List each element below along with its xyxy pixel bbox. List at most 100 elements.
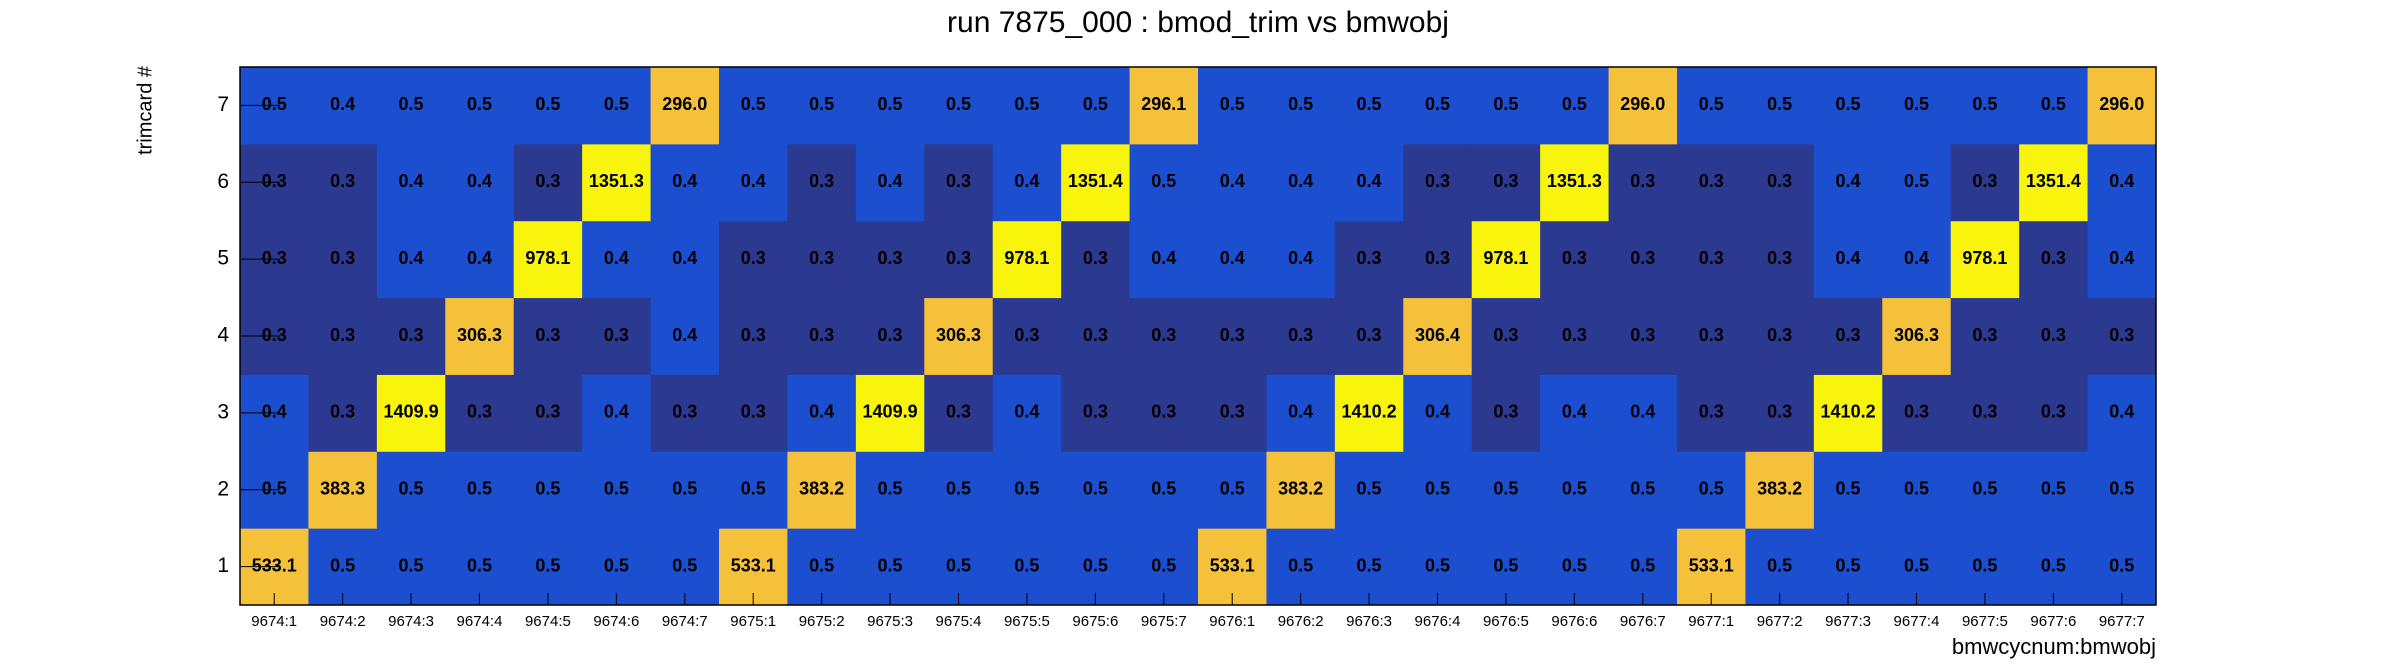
cell: [1471, 528, 1541, 606]
cell: [513, 67, 583, 145]
cell: [1198, 297, 1267, 375]
cell: [1061, 451, 1131, 529]
cell: [1745, 374, 1815, 452]
cell-label: 0.4: [2109, 248, 2134, 268]
cell-label: 0.5: [535, 478, 560, 498]
cell: [376, 143, 446, 222]
cell-label: 0.4: [672, 248, 697, 268]
cell-label: 0.5: [2041, 478, 2066, 498]
cell: [2087, 528, 2157, 606]
cell-label: 0.3: [1562, 248, 1587, 268]
cell-label: 383.2: [799, 478, 844, 498]
cell: [1403, 528, 1473, 606]
cell-label: 0.4: [1151, 248, 1176, 268]
cell: [582, 220, 652, 299]
cell-label: 0.3: [1972, 402, 1997, 422]
cell-label: 1351.4: [1068, 171, 1123, 191]
y-tick-label: 7: [217, 93, 229, 116]
cell: [2019, 220, 2089, 299]
cell: [1882, 451, 1952, 529]
cell: [308, 143, 378, 222]
cell-label: 383.2: [1757, 478, 1802, 498]
cell-label: 0.4: [604, 402, 629, 422]
cell-label: 306.3: [457, 325, 502, 345]
cell: [719, 297, 788, 375]
cell-label: 0.5: [1767, 94, 1792, 114]
cell-label: 0.3: [1972, 325, 1997, 345]
cell-label: 0.5: [1425, 555, 1450, 575]
cell: [787, 297, 857, 375]
cell: [513, 220, 583, 299]
cell: [1677, 143, 1746, 222]
cell: [924, 528, 994, 606]
cell-label: 0.3: [1357, 248, 1382, 268]
y-tick-label: 5: [217, 247, 229, 270]
cell: [1882, 143, 1952, 222]
cell-label: 0.3: [946, 402, 971, 422]
x-tick-label: 9675:2: [799, 613, 845, 630]
cell: [445, 143, 515, 222]
cell: [1334, 143, 1404, 222]
x-tick-label: 9674:6: [593, 613, 639, 630]
cell-label: 0.5: [1972, 478, 1997, 498]
cell: [1950, 67, 2020, 145]
y-tick-label: 3: [217, 400, 229, 423]
cell-label: 0.4: [1904, 248, 1929, 268]
cell-label: 0.5: [1014, 555, 1039, 575]
cell: [1061, 143, 1131, 222]
cell: [650, 451, 720, 529]
cell: [1061, 67, 1131, 145]
cell: [308, 220, 378, 299]
cell-label: 296.1: [1141, 94, 1186, 114]
cell-label: 0.4: [1220, 248, 1245, 268]
cell-label: 0.3: [1767, 325, 1792, 345]
cell-label: 0.4: [467, 248, 492, 268]
cell-label: 0.3: [809, 248, 834, 268]
cell: [1266, 451, 1336, 529]
x-tick-label: 9676:3: [1346, 613, 1392, 630]
cell-label: 0.3: [2041, 402, 2066, 422]
cell: [1745, 143, 1815, 222]
cell-label: 1409.9: [863, 402, 918, 422]
cell: [787, 143, 857, 222]
cell: [2087, 143, 2157, 222]
cell-label: 0.3: [1151, 402, 1176, 422]
cell-label: 0.3: [399, 325, 424, 345]
cell-label: 0.5: [1562, 478, 1587, 498]
cell: [513, 528, 583, 606]
cell: [650, 297, 720, 375]
cell: [1266, 143, 1336, 222]
cell: [1677, 67, 1746, 145]
cell: [1540, 143, 1610, 222]
x-tick-label: 9674:4: [457, 613, 503, 630]
x-tick-label: 9677:1: [1688, 613, 1734, 630]
cell-label: 0.3: [1220, 325, 1245, 345]
x-tick-label: 9677:2: [1757, 613, 1803, 630]
cell-label: 0.5: [1562, 94, 1587, 114]
cell: [445, 220, 515, 299]
y-tick-label: 1: [217, 554, 229, 577]
cell-label: 0.5: [1836, 94, 1861, 114]
cell-label: 0.3: [1630, 171, 1655, 191]
cell: [1129, 451, 1199, 529]
cell: [1471, 67, 1541, 145]
cell-label: 0.3: [1083, 402, 1108, 422]
cell-label: 296.0: [2099, 94, 2144, 114]
cell-label: 0.5: [1220, 478, 1245, 498]
cell-label: 0.5: [1904, 94, 1929, 114]
cell-label: 0.3: [741, 325, 766, 345]
cell-label: 0.3: [1493, 402, 1518, 422]
cell: [1471, 143, 1541, 222]
cell: [1813, 528, 1883, 606]
cell: [855, 143, 925, 222]
cell-label: 0.4: [1836, 248, 1861, 268]
cell: [2087, 67, 2157, 145]
cell-label: 0.5: [878, 555, 903, 575]
cell: [1266, 220, 1336, 299]
cell-label: 0.5: [1151, 478, 1176, 498]
cell-label: 0.4: [1288, 171, 1313, 191]
cell-label: 0.3: [672, 402, 697, 422]
x-tick-label: 9675:1: [730, 613, 776, 630]
cell-label: 978.1: [525, 248, 570, 268]
